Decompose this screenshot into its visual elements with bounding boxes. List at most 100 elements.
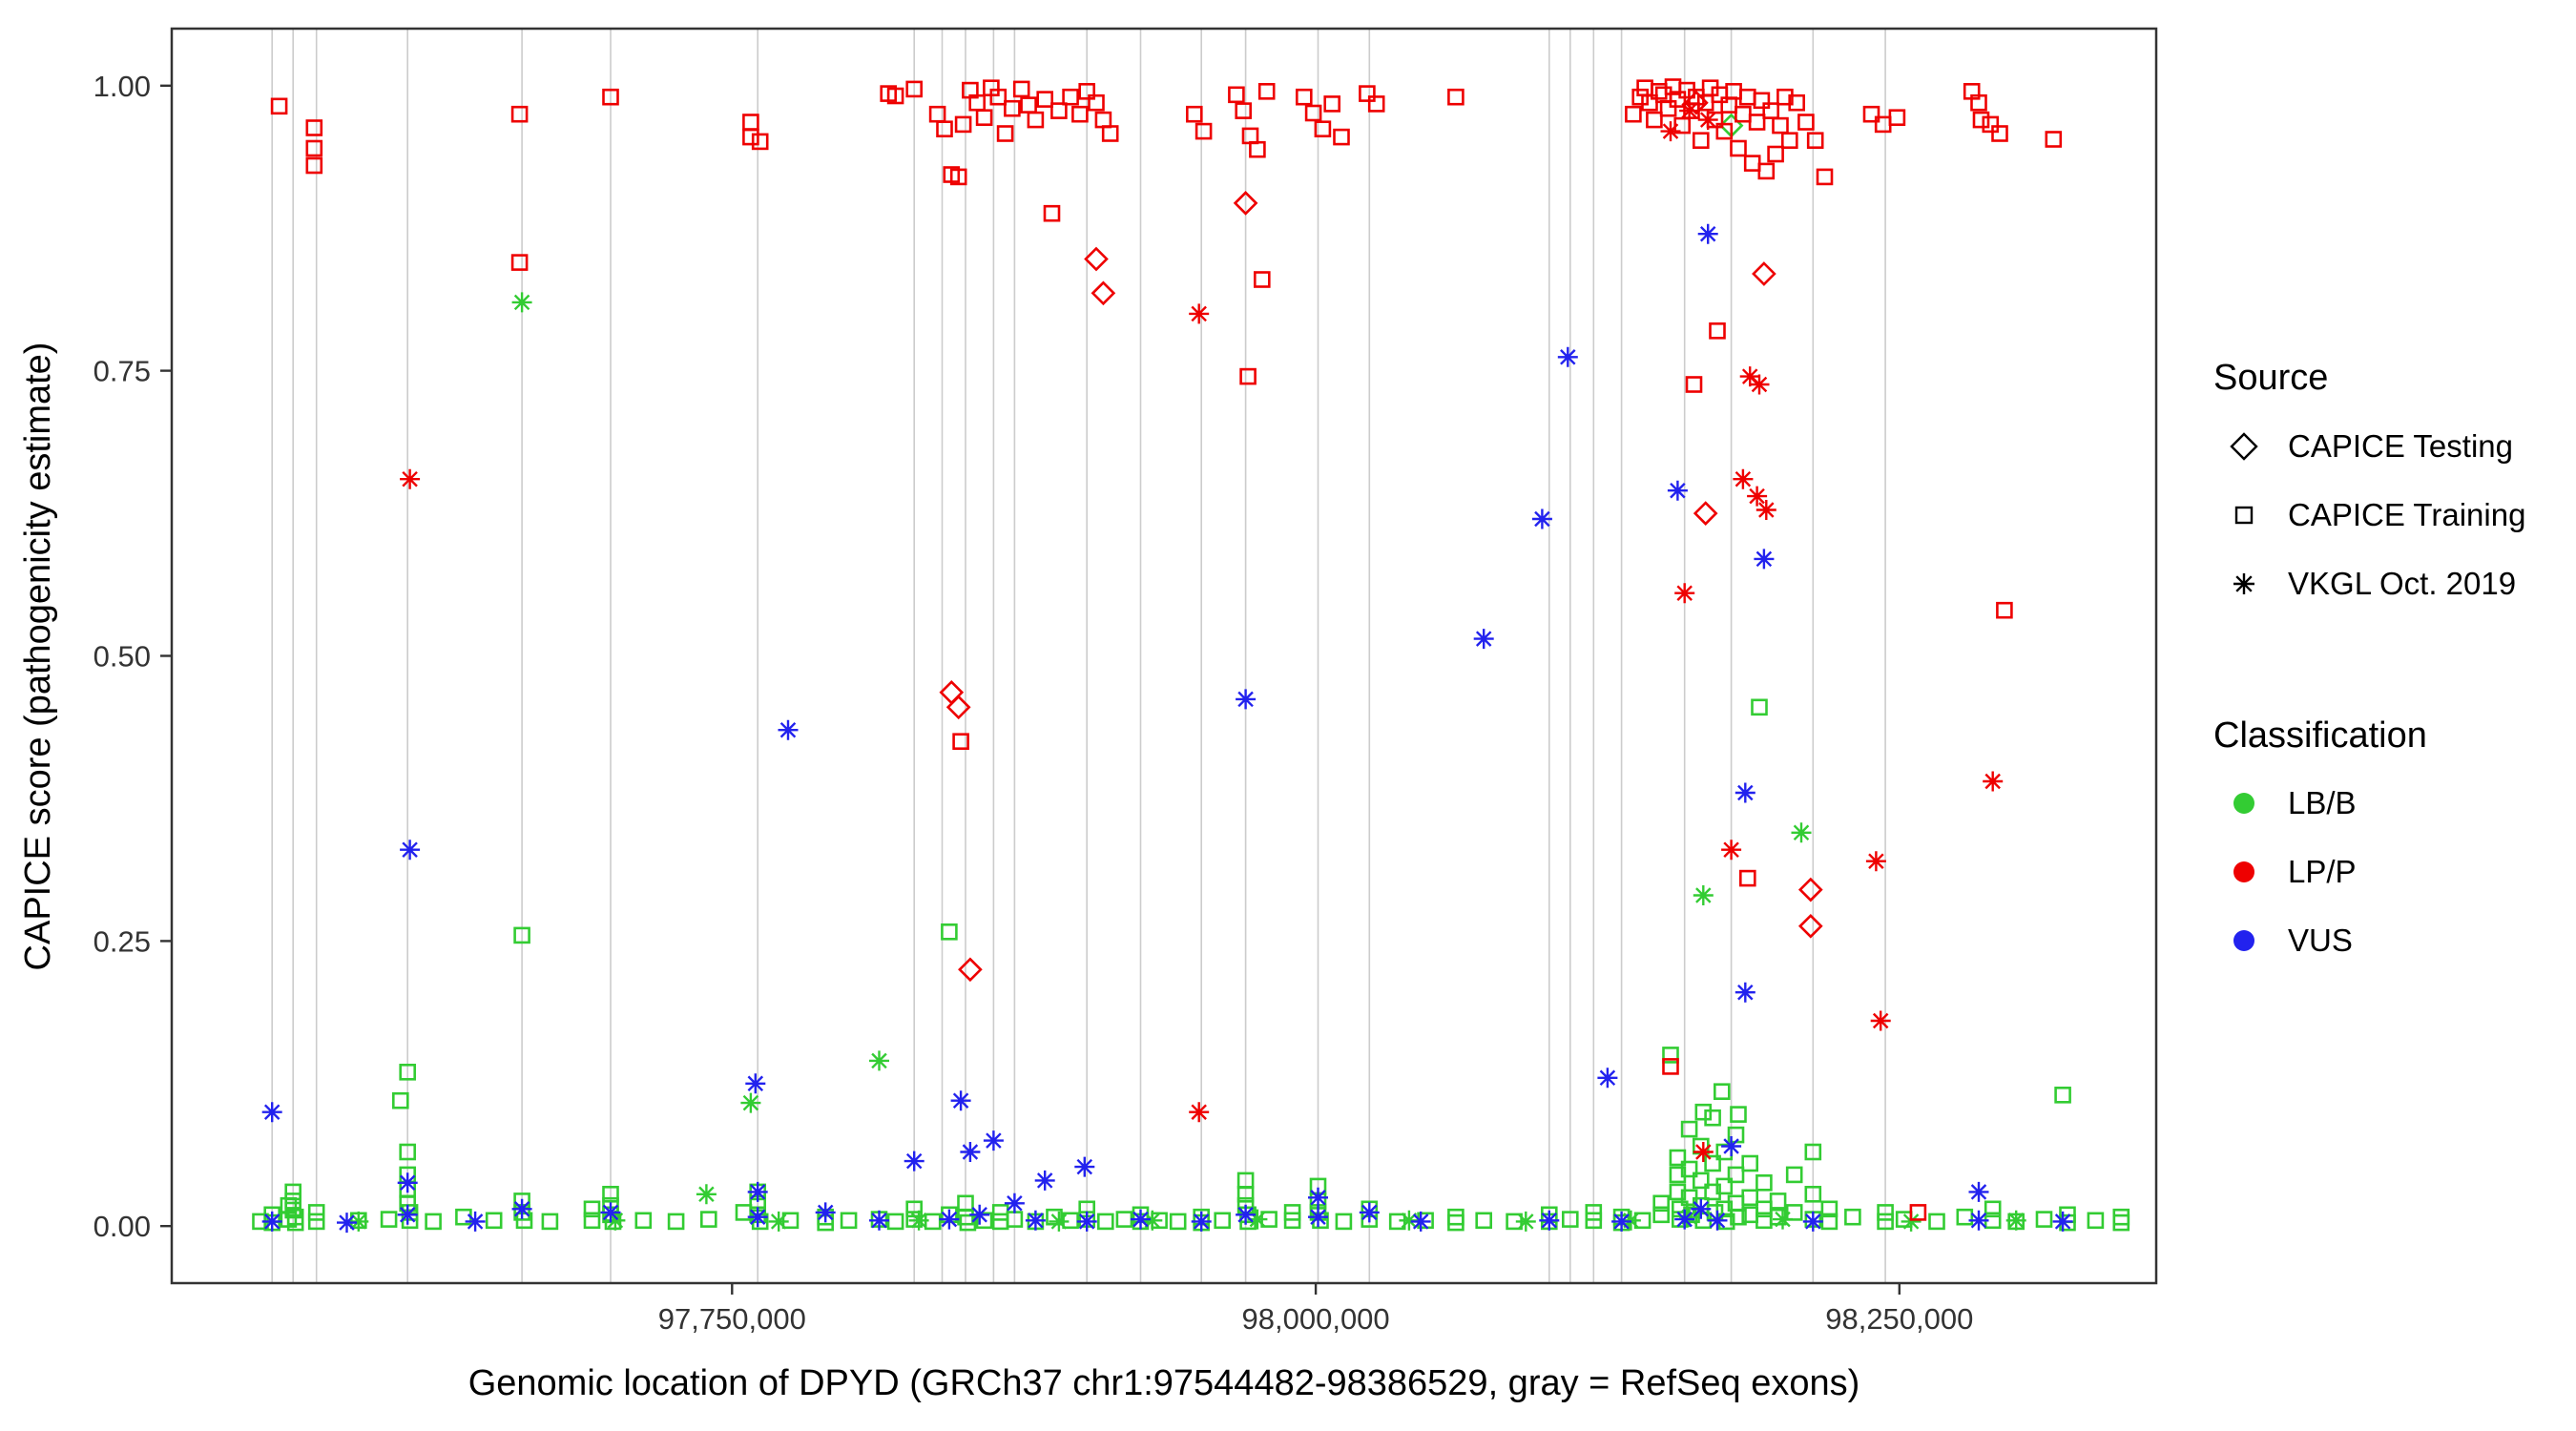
point-asterisk bbox=[1074, 1156, 1095, 1177]
point-square bbox=[936, 120, 953, 137]
point-asterisk bbox=[1308, 1207, 1328, 1228]
point-square bbox=[515, 1212, 533, 1230]
point-square bbox=[1236, 1186, 1255, 1203]
point-square bbox=[1296, 88, 1313, 106]
point-asterisk bbox=[1691, 1198, 1712, 1219]
point-asterisk bbox=[1539, 1210, 1560, 1231]
point-square bbox=[1062, 88, 1079, 106]
point-square bbox=[1071, 105, 1089, 123]
point-square bbox=[380, 1211, 398, 1228]
point-square bbox=[399, 1064, 417, 1081]
point-square bbox=[1996, 601, 2013, 619]
point-square bbox=[1027, 111, 1045, 129]
point-square bbox=[1888, 109, 1906, 126]
point-asterisk bbox=[1142, 1210, 1163, 1231]
point-square bbox=[1715, 122, 1734, 140]
point-square bbox=[1704, 1183, 1721, 1201]
point-asterisk bbox=[1735, 782, 1755, 803]
point-square bbox=[905, 80, 924, 98]
point-square bbox=[1772, 116, 1789, 135]
point-square bbox=[1652, 1206, 1670, 1224]
diamond-icon bbox=[2230, 432, 2258, 461]
point-square bbox=[284, 1192, 302, 1210]
point-diamond bbox=[1797, 913, 1823, 939]
point-asterisk bbox=[1870, 1010, 1891, 1031]
point-square bbox=[1012, 80, 1030, 98]
point-square bbox=[1820, 1200, 1839, 1218]
legend-item-lbb: LB/B bbox=[2288, 785, 2357, 820]
point-asterisk bbox=[939, 1209, 960, 1230]
point-asterisk bbox=[1025, 1210, 1046, 1231]
legend-classification-title: Classification bbox=[2213, 716, 2427, 756]
point-square bbox=[1741, 1154, 1758, 1172]
point-square bbox=[1730, 1208, 1747, 1226]
point-square bbox=[1239, 367, 1257, 385]
point-square bbox=[1254, 271, 1271, 288]
point-asterisk bbox=[1679, 1207, 1700, 1228]
point-square bbox=[1169, 1213, 1187, 1231]
point-square bbox=[1680, 1160, 1698, 1178]
point-square bbox=[1447, 88, 1465, 106]
point-asterisk bbox=[747, 1207, 768, 1228]
point-asterisk bbox=[1131, 1209, 1151, 1230]
point-asterisk bbox=[1747, 486, 1768, 507]
point-square bbox=[1447, 1208, 1465, 1226]
point-square bbox=[1257, 83, 1276, 100]
point-square bbox=[399, 1143, 417, 1161]
point-square bbox=[1367, 95, 1385, 113]
point-square bbox=[1585, 1212, 1603, 1230]
point-square bbox=[1186, 105, 1203, 123]
square-icon bbox=[2234, 506, 2254, 525]
point-asterisk bbox=[904, 1151, 924, 1172]
series-vkgl-lbb bbox=[348, 292, 2026, 1232]
point-square bbox=[742, 128, 759, 146]
y-tick-label: 0.75 bbox=[93, 355, 151, 388]
point-square bbox=[1970, 93, 1987, 112]
point-square bbox=[284, 1183, 302, 1201]
point-asterisk bbox=[1707, 1210, 1728, 1231]
point-square bbox=[1806, 132, 1824, 149]
point-square bbox=[305, 139, 323, 157]
point-asterisk bbox=[969, 1204, 990, 1225]
point-square bbox=[1228, 86, 1245, 104]
point-asterisk bbox=[511, 1198, 532, 1219]
point-square bbox=[1685, 376, 1703, 393]
point-diamond bbox=[945, 695, 971, 720]
point-square bbox=[286, 1213, 304, 1232]
point-asterisk bbox=[960, 1142, 981, 1162]
point-square bbox=[2087, 1212, 2105, 1230]
point-asterisk bbox=[1473, 629, 1494, 650]
point-square bbox=[1715, 1177, 1734, 1195]
y-tick-label: 0.25 bbox=[93, 924, 151, 958]
point-square bbox=[1078, 83, 1095, 100]
point-square bbox=[425, 1213, 442, 1231]
point-square bbox=[1725, 83, 1742, 100]
point-square bbox=[742, 114, 759, 131]
legend-item-capice-testing: CAPICE Testing bbox=[2288, 428, 2513, 464]
point-square bbox=[1669, 1183, 1687, 1201]
series-training-lbb bbox=[252, 698, 2130, 1232]
point-square bbox=[1751, 698, 1768, 716]
point-asterisk bbox=[337, 1213, 357, 1234]
point-square bbox=[1475, 1212, 1492, 1230]
point-square bbox=[1625, 105, 1642, 123]
point-asterisk bbox=[1236, 689, 1257, 710]
point-square bbox=[957, 1208, 974, 1226]
point-square bbox=[1877, 1204, 1894, 1221]
point-asterisk bbox=[1791, 822, 1812, 843]
point-square bbox=[952, 733, 969, 751]
point-square bbox=[1730, 139, 1747, 157]
point-square bbox=[1735, 105, 1752, 123]
point-square bbox=[391, 1091, 409, 1110]
legend-item-lpp: LP/P bbox=[2288, 854, 2357, 889]
x-axis: 97,750,000 98,000,000 98,250,000 bbox=[658, 1283, 1973, 1336]
point-square bbox=[667, 1213, 685, 1231]
point-square bbox=[886, 1213, 904, 1231]
point-square bbox=[1115, 1211, 1133, 1228]
point-square bbox=[1335, 1213, 1353, 1231]
point-asterisk bbox=[950, 1090, 971, 1111]
point-square bbox=[270, 97, 288, 115]
point-square bbox=[1909, 1204, 1927, 1221]
x-tick-label: 98,250,000 bbox=[1825, 1302, 1973, 1336]
point-asterisk bbox=[1674, 1209, 1695, 1230]
